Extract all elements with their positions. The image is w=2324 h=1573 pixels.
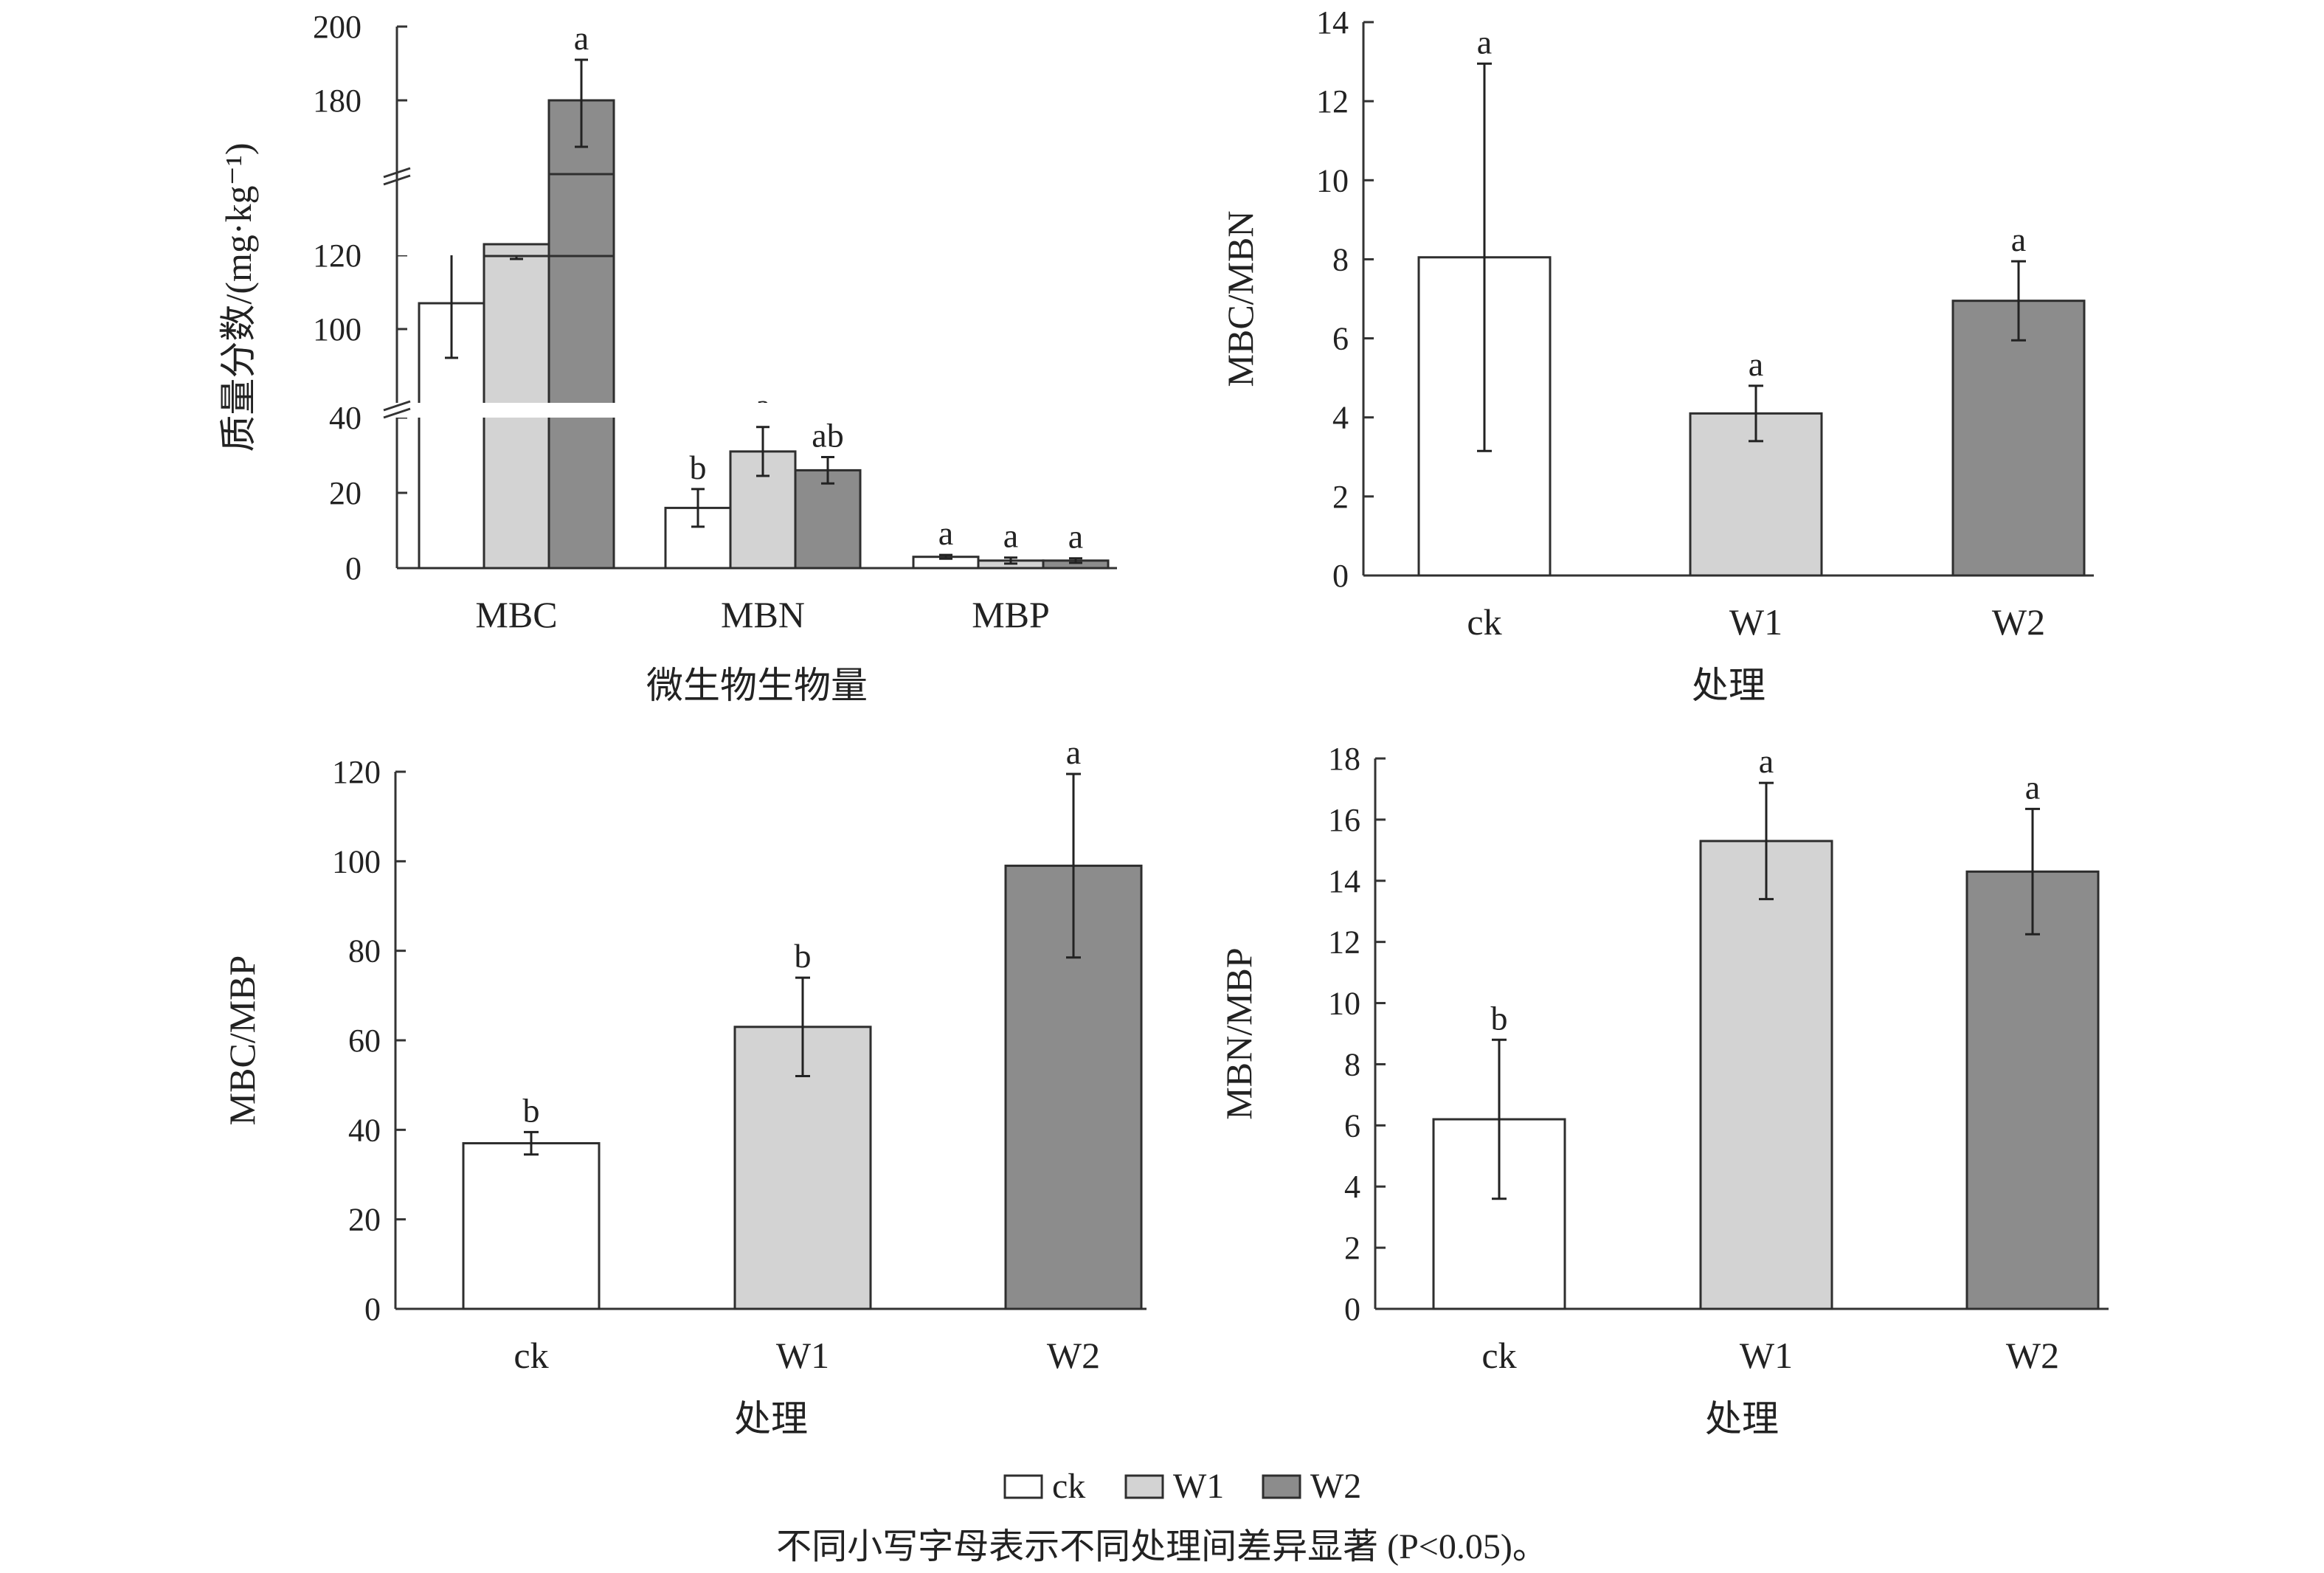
chart-mbn_mbp: 0 2 4 6 8 10 12 14 16 18 b ck a W1 a W2 处理 MBN/MBP bbox=[1218, 741, 2109, 1439]
y-tick-label: 100 bbox=[332, 843, 381, 879]
legend-label-W1: W1 bbox=[1173, 1467, 1224, 1506]
axis-break-mark bbox=[383, 407, 411, 419]
y-tick-label: 4 bbox=[1332, 400, 1349, 436]
bar-W2 bbox=[1951, 300, 2086, 577]
legend-swatch-ck bbox=[1003, 1474, 1043, 1499]
y-tick-label: 10 bbox=[1328, 986, 1360, 1022]
y-tick-label: 40 bbox=[329, 400, 362, 436]
y-axis-label: 质量分数/(mg·kg⁻¹) bbox=[218, 142, 259, 452]
y-axis-label: MBC/MBP bbox=[221, 955, 263, 1126]
bar-W2 bbox=[1965, 870, 2100, 1310]
significance-letter: a bbox=[1066, 733, 1081, 771]
significance-letter: ab bbox=[812, 417, 843, 454]
x-tick-label: W1 bbox=[1729, 601, 1782, 643]
significance-letter: a bbox=[1759, 742, 1774, 780]
legend-label-ck: ck bbox=[1052, 1467, 1085, 1506]
significance-letter: a bbox=[938, 514, 953, 552]
y-tick-label: 14 bbox=[1316, 4, 1349, 41]
significance-letter: b bbox=[1491, 999, 1508, 1037]
bar-MBC-W2 bbox=[547, 99, 615, 570]
y-tick-label: 120 bbox=[313, 238, 362, 274]
y-tick-label: 40 bbox=[348, 1112, 381, 1148]
bar-continuation bbox=[547, 173, 615, 257]
significance-letter: b bbox=[795, 937, 812, 975]
y-tick-label: 2 bbox=[1332, 479, 1349, 515]
y-tick-label: 180 bbox=[313, 83, 362, 119]
bar-MBN-W1 bbox=[729, 450, 797, 570]
significance-letter: a bbox=[574, 19, 589, 57]
axis-break-mark bbox=[383, 167, 411, 179]
significance-letter: a bbox=[1068, 518, 1083, 556]
y-tick-label: 20 bbox=[348, 1202, 381, 1238]
y-tick-label: 8 bbox=[1332, 241, 1349, 277]
bar-continuation bbox=[483, 243, 550, 257]
y-tick-label: 4 bbox=[1344, 1169, 1360, 1205]
y-tick-label: 0 bbox=[364, 1291, 381, 1327]
significance-letter: a bbox=[2011, 221, 2026, 258]
significance-letter: b bbox=[523, 1091, 540, 1129]
axis-break-mark bbox=[383, 174, 411, 186]
x-tick-label: MBN bbox=[721, 594, 805, 635]
legend-label-W2: W2 bbox=[1310, 1467, 1361, 1506]
x-tick-label: ck bbox=[513, 1335, 548, 1376]
y-axis-label: MBC/MBN bbox=[1220, 211, 1261, 387]
legend: ck W1 W2 bbox=[1003, 1467, 1361, 1506]
y-tick-label: 200 bbox=[313, 9, 362, 45]
y-tick-label: 6 bbox=[1344, 1107, 1360, 1144]
legend-swatch-W2 bbox=[1262, 1474, 1301, 1499]
y-tick-label: 20 bbox=[329, 475, 362, 511]
y-tick-label: 6 bbox=[1332, 321, 1349, 357]
x-axis-label: 处理 bbox=[1705, 1398, 1779, 1439]
y-tick-label: 100 bbox=[313, 311, 362, 348]
y-tick-label: 12 bbox=[1316, 83, 1349, 120]
footnote: 不同小写字母表示不同处理间差异显著 (P<0.05)。 bbox=[776, 1527, 1548, 1566]
chart-mbc_mbp: 0 20 40 60 80 100 120 b ck b W1 a W2 处理 MBC/MBP bbox=[221, 733, 1147, 1439]
y-tick-label: 2 bbox=[1344, 1230, 1360, 1266]
significance-letter: a bbox=[1003, 517, 1018, 555]
chart-biomass: 02040100120180200bbabaaaabaMBCMBNMBP微生物生… bbox=[218, 9, 1132, 706]
y-tick-label: 120 bbox=[332, 754, 381, 790]
y-tick-label: 10 bbox=[1316, 162, 1349, 198]
x-tick-label: W2 bbox=[2006, 1335, 2059, 1376]
x-tick-label: W1 bbox=[1740, 1335, 1793, 1376]
axis-break-mark bbox=[383, 400, 411, 412]
bar-W1 bbox=[1699, 840, 1833, 1310]
x-axis-label: 处理 bbox=[734, 1398, 808, 1439]
x-tick-label: W2 bbox=[1047, 1335, 1100, 1376]
y-tick-label: 0 bbox=[1344, 1291, 1360, 1327]
y-tick-label: 12 bbox=[1328, 924, 1360, 961]
y-tick-label: 80 bbox=[348, 933, 381, 969]
y-tick-label: 60 bbox=[348, 1023, 381, 1059]
significance-letter: a bbox=[1749, 345, 1763, 383]
x-axis-label: 微生物生物量 bbox=[646, 665, 868, 706]
y-tick-label: 18 bbox=[1328, 741, 1360, 777]
x-axis-label: 处理 bbox=[1692, 665, 1766, 706]
y-tick-label: 0 bbox=[345, 550, 362, 587]
significance-letter: b bbox=[690, 449, 707, 486]
y-tick-label: 0 bbox=[1332, 558, 1349, 594]
bar-MBN-W2 bbox=[794, 469, 862, 570]
x-tick-label: W2 bbox=[1992, 601, 2045, 643]
chart-panels: 02040100120180200bbabaaaabaMBCMBNMBP微生物生… bbox=[218, 4, 2109, 1439]
x-tick-label: ck bbox=[1467, 601, 1501, 643]
x-tick-label: MBP bbox=[972, 594, 1050, 635]
bar-ck bbox=[462, 1142, 601, 1310]
legend-swatch-W1 bbox=[1124, 1474, 1164, 1499]
chart-mbc_mbn: 0 2 4 6 8 10 12 14 a ck a W1 a W2 处理 MBC/MBN bbox=[1220, 4, 2094, 706]
x-tick-label: ck bbox=[1481, 1335, 1516, 1376]
significance-letter: a bbox=[1477, 23, 1492, 60]
y-tick-label: 14 bbox=[1328, 863, 1360, 899]
y-axis-label: MBN/MBP bbox=[1218, 947, 1259, 1119]
y-tick-label: 16 bbox=[1328, 802, 1360, 838]
axis-break-gap bbox=[394, 174, 1132, 255]
x-tick-label: MBC bbox=[475, 594, 557, 635]
y-tick-label: 8 bbox=[1344, 1046, 1360, 1082]
axis-break-gap bbox=[394, 403, 1132, 418]
significance-letter: a bbox=[2025, 768, 2040, 806]
x-tick-label: W1 bbox=[776, 1335, 829, 1376]
